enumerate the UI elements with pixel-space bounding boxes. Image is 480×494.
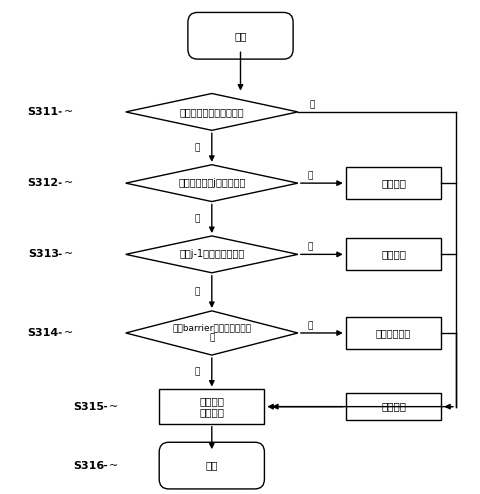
Text: 是: 是 (307, 321, 312, 330)
Text: 是: 是 (307, 243, 312, 251)
Polygon shape (125, 311, 297, 355)
Text: 当前公交相位j是否为绿灯: 当前公交相位j是否为绿灯 (178, 178, 245, 188)
Text: ~: ~ (63, 328, 72, 338)
Polygon shape (125, 93, 297, 130)
Text: S313: S313 (28, 249, 59, 259)
Text: ~: ~ (63, 249, 72, 259)
Text: S314: S314 (27, 328, 59, 338)
Text: ~: ~ (63, 178, 72, 188)
FancyBboxPatch shape (159, 442, 264, 489)
Text: 相位插入模块: 相位插入模块 (375, 328, 410, 338)
FancyBboxPatch shape (345, 317, 441, 349)
FancyBboxPatch shape (188, 12, 292, 59)
Text: 否: 否 (194, 143, 200, 152)
Text: 是: 是 (307, 171, 312, 180)
Text: S311: S311 (27, 107, 59, 117)
Text: 早启模块: 早启模块 (380, 249, 405, 259)
Text: 请求保存
配时不变: 请求保存 配时不变 (199, 396, 224, 417)
Text: 开始: 开始 (234, 31, 246, 41)
Polygon shape (125, 236, 297, 273)
Text: ~: ~ (109, 402, 118, 412)
Text: ~: ~ (109, 460, 118, 471)
Text: 结束: 结束 (205, 460, 217, 471)
Polygon shape (125, 165, 297, 202)
FancyBboxPatch shape (159, 389, 264, 424)
Text: 请求删除: 请求删除 (380, 402, 405, 412)
Text: S316: S316 (73, 460, 104, 471)
Text: S315: S315 (73, 402, 104, 412)
Text: 晚断模块: 晚断模块 (380, 178, 405, 188)
FancyBboxPatch shape (345, 239, 441, 270)
Text: 是否接收到公交请求信号: 是否接收到公交请求信号 (179, 107, 244, 117)
Text: 当前j-1相位是否为绿灯: 当前j-1相位是否为绿灯 (179, 249, 244, 259)
Text: ~: ~ (63, 107, 72, 117)
Text: S312: S312 (27, 178, 59, 188)
FancyBboxPatch shape (345, 393, 441, 420)
Text: 否: 否 (309, 100, 314, 109)
Text: 否: 否 (194, 214, 200, 223)
Text: 否: 否 (194, 368, 200, 377)
FancyBboxPatch shape (345, 167, 441, 199)
Text: 当前barrier处相位是否为绿
灯: 当前barrier处相位是否为绿 灯 (172, 323, 251, 343)
Text: 否: 否 (194, 288, 200, 296)
